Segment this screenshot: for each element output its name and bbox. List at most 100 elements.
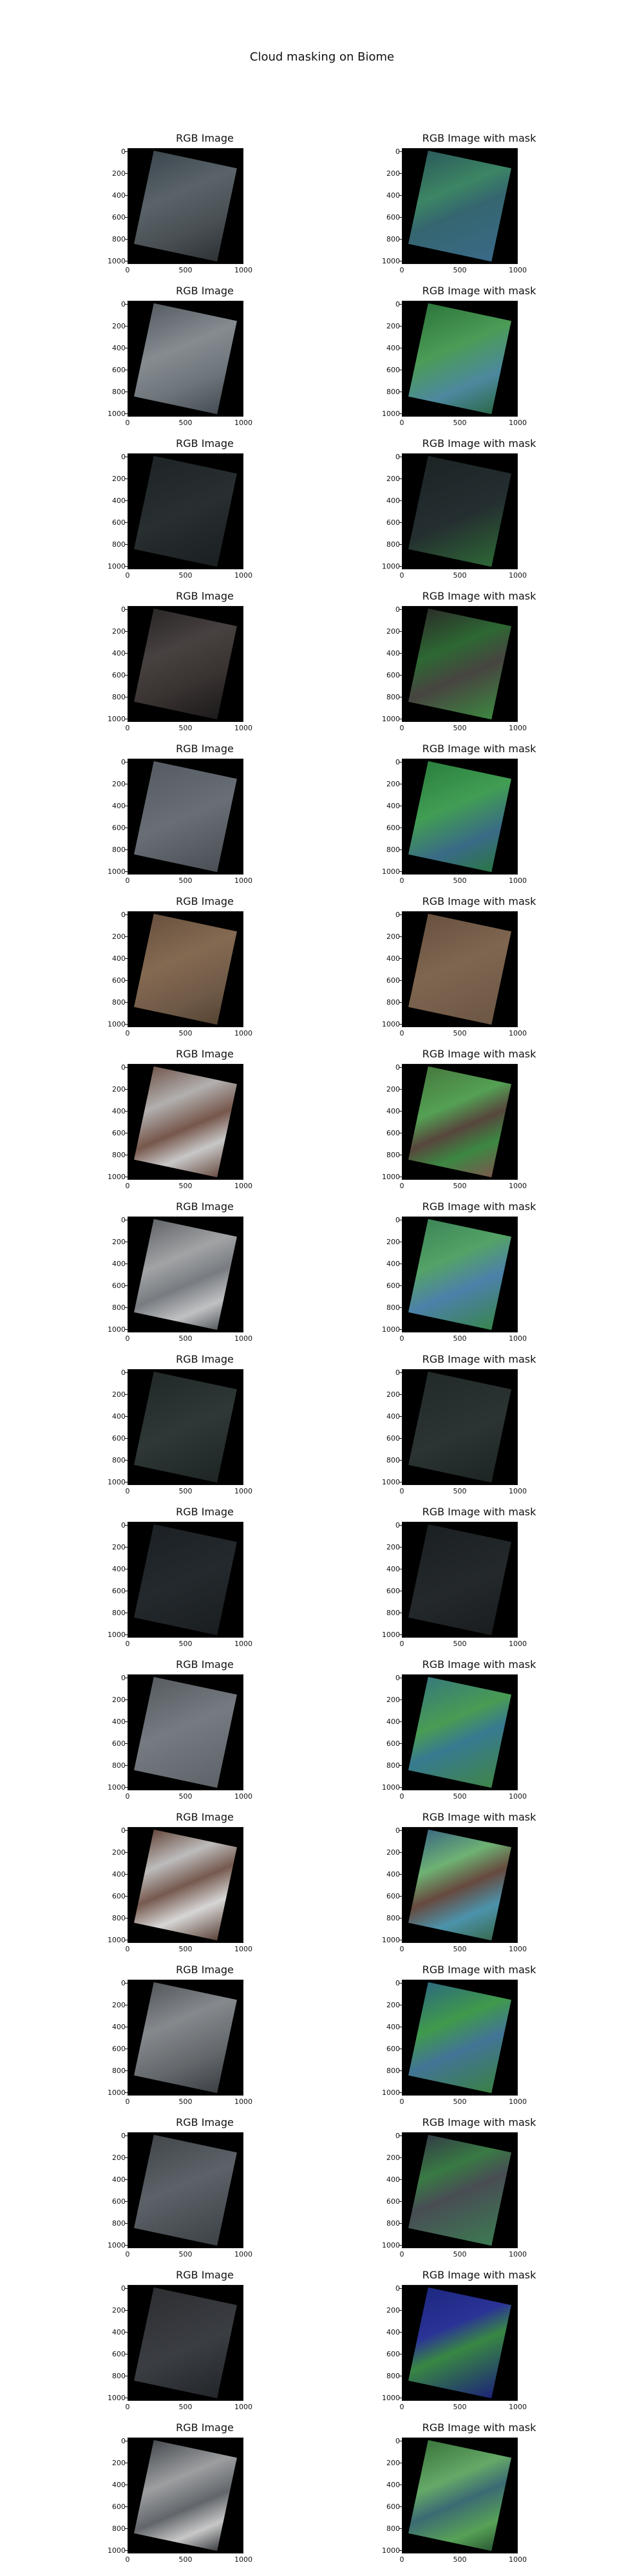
rgb-scene bbox=[134, 1371, 237, 1483]
masked-scene bbox=[408, 1829, 511, 1941]
y-tick-label: 800 bbox=[386, 2372, 400, 2380]
x-axis-ticks: 0 500 1000 bbox=[399, 2555, 527, 2565]
y-tick-label: 400 bbox=[112, 344, 126, 352]
y-tick-label: 1000 bbox=[382, 410, 400, 418]
x-tick-label: 500 bbox=[453, 876, 467, 885]
y-tick-label: 800 bbox=[386, 2067, 400, 2075]
x-axis-ticks: 0 500 1000 bbox=[400, 572, 527, 581]
rgb-mask-title: RGB Image with mask bbox=[422, 2269, 536, 2281]
rgb-image-title: RGB Image bbox=[176, 1964, 234, 1976]
rgb-image-panel: RGB Image 0 200 400 600 800 1000 0 500 1000 bbox=[108, 2116, 282, 2265]
x-tick-label: 0 bbox=[399, 1945, 404, 1953]
x-tick-label: 0 bbox=[399, 2555, 404, 2564]
y-tick-label: 400 bbox=[112, 1565, 126, 1573]
rgb-image-panel: RGB Image 0 200 400 600 800 1000 0 500 1000 bbox=[108, 896, 282, 1044]
y-tick-mark bbox=[125, 653, 128, 654]
y-tick-mark bbox=[399, 2310, 402, 2311]
y-tick-mark bbox=[399, 936, 402, 937]
y-tick-label: 400 bbox=[112, 2328, 126, 2336]
y-tick-mark bbox=[125, 566, 128, 567]
y-tick-mark bbox=[399, 522, 402, 523]
y-axis-ticks: 0 200 400 600 800 1000 bbox=[381, 1217, 400, 1333]
rgb-mask-title: RGB Image with mask bbox=[422, 1200, 536, 1213]
y-tick-mark bbox=[125, 2179, 128, 2180]
y-tick-label: 800 bbox=[386, 1456, 400, 1464]
x-tick-label: 1000 bbox=[509, 1945, 527, 1953]
y-tick-label: 400 bbox=[386, 344, 400, 352]
masked-scene bbox=[408, 913, 511, 1025]
y-tick-label: 200 bbox=[112, 2459, 126, 2467]
y-axis-ticks: 0 200 400 600 800 1000 bbox=[381, 2132, 400, 2249]
rgb-mask-panel: RGB Image with mask 0 200 400 600 800 1000 0 500… bbox=[382, 1812, 556, 1960]
y-tick-mark bbox=[125, 1285, 128, 1286]
x-tick-label: 500 bbox=[178, 876, 193, 885]
x-tick-label: 500 bbox=[178, 2403, 193, 2411]
rgb-mask-panel: RGB Image with mask 0 200 400 600 800 1000 0 500… bbox=[382, 2117, 556, 2265]
y-tick-label: 200 bbox=[112, 933, 126, 941]
y-tick-label: 200 bbox=[386, 1085, 400, 1094]
y-axis-ticks: 0 200 400 600 800 1000 bbox=[106, 1522, 126, 1638]
y-tick-label: 600 bbox=[112, 2503, 126, 2511]
y-tick-mark bbox=[399, 980, 402, 981]
rgb-image-title: RGB Image bbox=[176, 1200, 234, 1213]
y-tick-mark bbox=[399, 2157, 402, 2158]
y-axis-ticks: 0 200 400 600 800 1000 bbox=[381, 1827, 400, 1944]
y-tick-label: 200 bbox=[112, 627, 126, 636]
rgb-mask-frame bbox=[402, 1980, 518, 2096]
y-tick-label: 600 bbox=[112, 1282, 126, 1290]
y-axis-ticks: 0 200 400 600 800 1000 bbox=[381, 148, 400, 265]
y-tick-label: 600 bbox=[112, 671, 126, 679]
x-axis-ticks: 0 500 1000 bbox=[400, 267, 527, 276]
y-axis-ticks: 0 200 400 600 800 1000 bbox=[381, 759, 400, 875]
y-tick-mark bbox=[399, 1089, 402, 1090]
y-axis-ticks: 0 200 400 600 800 1000 bbox=[106, 2132, 126, 2249]
y-tick-label: 1000 bbox=[108, 1325, 126, 1334]
x-axis-ticks: 0 500 1000 bbox=[126, 1488, 253, 1497]
x-tick-label: 1000 bbox=[234, 2250, 252, 2259]
y-axis-ticks: 0 200 400 600 800 1000 bbox=[381, 2285, 400, 2401]
y-tick-label: 0 bbox=[121, 147, 126, 156]
rgb-mask-panel: RGB Image with mask 0 200 400 600 800 1000 0 500… bbox=[382, 2422, 556, 2570]
y-tick-mark bbox=[125, 1024, 128, 1025]
y-tick-label: 0 bbox=[121, 1216, 126, 1224]
rgb-mask-frame bbox=[402, 1217, 518, 1332]
masked-scene bbox=[408, 2134, 511, 2246]
y-tick-mark bbox=[399, 1765, 402, 1766]
y-tick-mark bbox=[399, 631, 402, 632]
rgb-image-panel: RGB Image 0 200 400 600 800 1000 0 500 1000 bbox=[108, 2269, 282, 2418]
x-tick-label: 1000 bbox=[234, 876, 252, 885]
x-tick-label: 1000 bbox=[509, 2250, 527, 2259]
x-tick-label: 1000 bbox=[509, 1182, 527, 1190]
y-tick-mark bbox=[399, 1743, 402, 1744]
x-tick-label: 0 bbox=[399, 1487, 404, 1495]
x-axis-ticks: 0 500 1000 bbox=[126, 2098, 253, 2107]
masked-scene bbox=[408, 2439, 511, 2552]
rgb-scene bbox=[134, 455, 237, 567]
x-tick-label: 1000 bbox=[509, 419, 527, 427]
masked-scene bbox=[408, 1218, 511, 1331]
rgb-scene bbox=[134, 608, 237, 720]
y-tick-mark bbox=[399, 1460, 402, 1461]
y-tick-label: 800 bbox=[112, 1456, 126, 1464]
y-tick-mark bbox=[399, 2201, 402, 2202]
y-tick-label: 1000 bbox=[108, 1020, 126, 1028]
y-tick-mark bbox=[125, 1329, 128, 1330]
rgb-mask-frame bbox=[402, 606, 518, 722]
rgb-mask-panel: RGB Image with mask 0 200 400 600 800 1000 0 500… bbox=[382, 1964, 556, 2112]
y-tick-mark bbox=[125, 1067, 128, 1068]
rgb-image-title: RGB Image bbox=[176, 2116, 234, 2128]
rgb-mask-frame bbox=[402, 2438, 518, 2553]
y-tick-label: 200 bbox=[386, 2154, 400, 2162]
y-tick-label: 200 bbox=[386, 475, 400, 483]
y-tick-label: 0 bbox=[395, 453, 400, 461]
rgb-image-panel: RGB Image 0 200 400 600 800 1000 0 500 1000 bbox=[108, 133, 282, 281]
rgb-mask-panel: RGB Image with mask 0 200 400 600 800 1000 0 500… bbox=[382, 133, 556, 281]
rgb-scene bbox=[134, 1829, 237, 1941]
rgb-mask-title: RGB Image with mask bbox=[422, 1506, 536, 1518]
x-axis-ticks: 0 500 1000 bbox=[126, 1182, 253, 1191]
rgb-scene bbox=[134, 150, 237, 262]
y-tick-mark bbox=[125, 1634, 128, 1635]
rgb-image-panel: RGB Image 0 200 400 600 800 1000 0 500 1000 bbox=[108, 1506, 282, 1654]
y-axis-ticks: 0 200 400 600 800 1000 bbox=[106, 301, 126, 417]
y-tick-mark bbox=[125, 2245, 128, 2246]
